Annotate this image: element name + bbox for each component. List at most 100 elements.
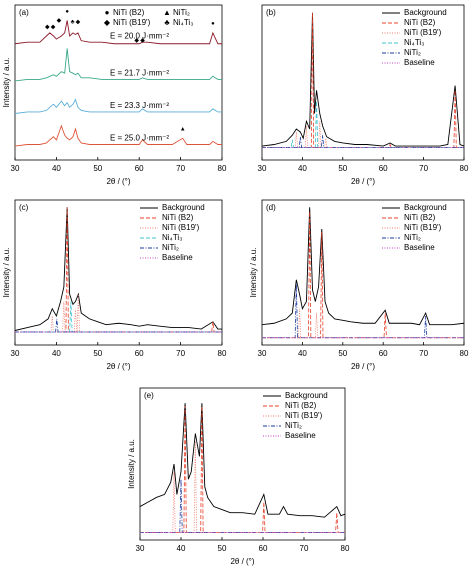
x-tick-label: 30	[136, 544, 145, 553]
curve-label: E = 20.0 J·mm⁻²	[110, 31, 169, 40]
legend-label: Background	[404, 8, 447, 17]
x-tick-label: 60	[379, 164, 388, 173]
legend-symbol: ◆	[104, 18, 111, 27]
x-tick-label: 70	[300, 544, 309, 553]
legend-label: NiTi₂	[285, 421, 302, 430]
x-tick-label: 70	[176, 349, 185, 358]
x-tick-label: 50	[93, 164, 102, 173]
phase-marker: ◆	[51, 24, 56, 30]
legend-label: Ni₄Ti₃	[173, 18, 193, 27]
series-line	[14, 124, 222, 147]
phase-marker: ♣	[71, 20, 75, 26]
series-line	[140, 406, 345, 533]
series-line	[262, 284, 464, 339]
y-axis-label: Intensity / a.u.	[2, 58, 11, 108]
x-tick-label: 80	[460, 164, 469, 173]
x-tick-label: 80	[341, 544, 350, 553]
legend-label: Baseline	[404, 58, 435, 67]
legend-label: NiTi (B2)	[285, 401, 317, 410]
x-tick-label: 70	[419, 349, 428, 358]
x-tick-label: 50	[338, 164, 347, 173]
series-line	[262, 121, 464, 148]
legend-label: NiTi (B2)	[404, 213, 436, 222]
x-tick-label: 60	[135, 349, 144, 358]
phase-marker: ◆	[45, 24, 50, 30]
x-tick-label: 40	[52, 349, 61, 358]
series-line	[140, 479, 345, 533]
x-axis-label: 2θ / (°)	[351, 177, 375, 186]
panel-label: (d)	[266, 203, 276, 212]
series-line	[261, 207, 465, 326]
phase-marker: ●	[211, 21, 215, 27]
legend-symbol: ♣	[164, 18, 170, 27]
x-tick-label: 80	[218, 164, 227, 173]
legend-label: NiTi₂	[404, 48, 421, 57]
x-tick-label: 60	[259, 544, 268, 553]
x-tick-label: 40	[177, 544, 186, 553]
legend-label: Baseline	[404, 243, 435, 252]
series-line	[262, 12, 464, 148]
legend-label: NiTi (B19')	[285, 411, 323, 420]
x-axis-label: 2θ / (°)	[106, 362, 130, 371]
x-tick-label: 70	[419, 164, 428, 173]
x-axis-label: 2θ / (°)	[351, 362, 375, 371]
y-axis-label: Intensity / a.u.	[2, 248, 11, 298]
phase-marker: ●	[65, 9, 69, 15]
plot-frame	[139, 387, 346, 541]
x-tick-label: 80	[460, 349, 469, 358]
panel-label: (e)	[144, 391, 154, 400]
x-tick-label: 70	[176, 164, 185, 173]
x-tick-label: 30	[11, 164, 20, 173]
y-axis-label: Intensity / a.u.	[249, 248, 258, 298]
legend-label: Background	[404, 203, 447, 212]
legend-label: NiTi (B19')	[404, 223, 442, 232]
phase-marker: ◆	[76, 20, 81, 26]
legend-label: NiTi₂	[162, 243, 179, 252]
phase-marker: ▲	[180, 127, 186, 133]
series-line	[140, 441, 345, 533]
legend-label: NiTi₂	[404, 233, 421, 242]
phase-marker: ◆	[134, 38, 139, 44]
x-axis-label: 2θ / (°)	[230, 557, 254, 566]
legend-label: NiTi (B19')	[113, 18, 151, 27]
legend-label: Baseline	[285, 431, 316, 440]
phase-marker: ◆	[140, 38, 145, 44]
x-tick-label: 40	[298, 164, 307, 173]
legend-label: NiTi (B2)	[162, 213, 194, 222]
series-line	[14, 20, 222, 45]
x-tick-label: 50	[338, 349, 347, 358]
series-line	[262, 211, 464, 339]
legend-label: NiTi (B19')	[404, 28, 442, 37]
legend-label: Background	[285, 391, 328, 400]
series-line	[15, 294, 222, 333]
x-tick-label: 80	[218, 349, 227, 358]
series-line	[14, 98, 222, 114]
curve-label: E = 25.0 J·mm⁻²	[110, 134, 169, 143]
series-line	[14, 207, 222, 331]
curve-label: E = 23.3 J·mm⁻²	[110, 101, 169, 110]
legend-label: NiTi₂	[173, 8, 190, 17]
x-tick-label: 50	[218, 544, 227, 553]
x-tick-label: 40	[52, 164, 61, 173]
x-tick-label: 40	[298, 349, 307, 358]
series-line	[262, 101, 464, 148]
series-line	[139, 403, 346, 518]
legend-label: NiTi (B19')	[162, 223, 200, 232]
legend-label: Ni₄Ti₃	[404, 38, 424, 47]
legend-label: Ni₄Ti₃	[162, 233, 182, 242]
series-line	[262, 135, 464, 148]
series-line	[14, 48, 222, 82]
plot-frame	[261, 199, 465, 346]
legend-symbol: ▲	[163, 8, 171, 17]
panel-label: (a)	[19, 8, 29, 17]
x-tick-label: 30	[258, 164, 267, 173]
panel-label: (b)	[266, 8, 276, 17]
y-axis-label: Intensity / a.u.	[127, 439, 136, 489]
x-tick-label: 30	[258, 349, 267, 358]
x-tick-label: 50	[93, 349, 102, 358]
legend-label: NiTi (B2)	[404, 18, 436, 27]
plot-frame	[261, 4, 465, 161]
x-tick-label: 30	[11, 349, 20, 358]
series-line	[15, 207, 222, 333]
